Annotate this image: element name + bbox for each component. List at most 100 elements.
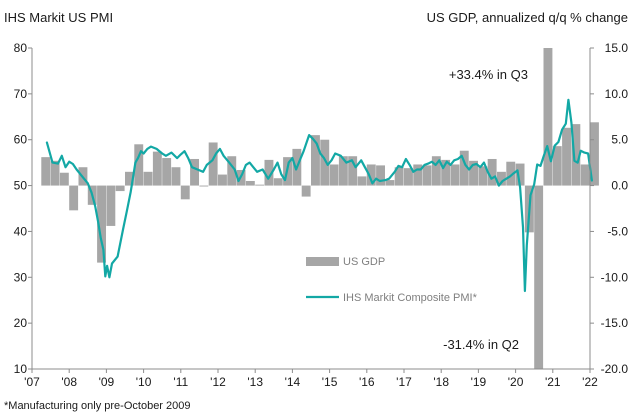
gdp-bar bbox=[41, 157, 51, 186]
gdp-bar bbox=[199, 185, 209, 187]
right-tick-label: -10.0 bbox=[601, 270, 629, 284]
gdp-bar bbox=[190, 158, 199, 186]
x-tick-label: '11 bbox=[173, 375, 188, 389]
gdp-bar bbox=[50, 160, 60, 186]
gdp-bar bbox=[134, 144, 144, 186]
tick-labels: 10 20 30 40 50 60 70 80 15.0 10.0 5.0 0.0 -5.0 -10.0 -… bbox=[14, 41, 629, 389]
x-tick-label: '22 bbox=[582, 375, 598, 389]
legend-bar-label: US GDP bbox=[343, 256, 385, 268]
legend-line-label: IHS Markit Composite PMI* bbox=[343, 292, 478, 304]
gdp-bar bbox=[125, 171, 134, 186]
x-tick-label: '16 bbox=[359, 375, 375, 389]
gdp-bar bbox=[562, 127, 571, 186]
left-tick-label: 80 bbox=[14, 41, 28, 55]
gdp-bar bbox=[469, 160, 478, 186]
gdp-bar bbox=[385, 180, 395, 186]
gdp-bar bbox=[590, 122, 599, 186]
gdp-bar bbox=[245, 180, 255, 186]
gdp-bar bbox=[208, 142, 218, 186]
annotations: +33.4% in Q3 -31.4% in Q2 bbox=[443, 67, 528, 352]
gdp-bar bbox=[143, 171, 153, 186]
pmi-line-group bbox=[45, 98, 594, 293]
x-tick-label: '15 bbox=[322, 375, 338, 389]
right-tick-label: -20.0 bbox=[601, 362, 629, 376]
gdp-bar bbox=[571, 124, 581, 186]
x-tick-label: '20 bbox=[508, 375, 524, 389]
x-tick-label: '17 bbox=[396, 375, 412, 389]
legend-bar-swatch bbox=[306, 257, 339, 266]
gdp-bar bbox=[543, 48, 553, 186]
gdp-bar bbox=[580, 164, 590, 186]
gdp-bar bbox=[376, 165, 385, 186]
gdp-bar bbox=[301, 185, 311, 197]
right-tick-label: -15.0 bbox=[601, 316, 629, 330]
gdp-bar bbox=[106, 185, 116, 226]
left-tick-label: 50 bbox=[14, 179, 28, 193]
right-tick-label: 5.0 bbox=[611, 133, 628, 147]
gdp-bar bbox=[357, 176, 367, 186]
gdp-bar bbox=[338, 156, 348, 186]
gdp-bar bbox=[162, 158, 172, 186]
gdp-bar bbox=[320, 139, 330, 186]
gdp-bar bbox=[59, 172, 69, 186]
gdp-bars bbox=[41, 48, 599, 369]
gdp-bar bbox=[441, 159, 451, 186]
footnote: *Manufacturing only pre-October 2009 bbox=[4, 400, 191, 412]
right-axis-title: US GDP, annualized q/q % change bbox=[426, 10, 628, 25]
annotation-q2: -31.4% in Q2 bbox=[443, 337, 519, 352]
gdp-bar bbox=[171, 167, 181, 186]
gdp-bar bbox=[506, 161, 516, 186]
x-tick-label: '18 bbox=[433, 375, 449, 389]
gdp-bar bbox=[227, 156, 237, 186]
left-tick-label: 60 bbox=[14, 133, 28, 147]
x-tick-label: '12 bbox=[210, 375, 226, 389]
x-tick-label: '10 bbox=[136, 375, 152, 389]
gdp-bar bbox=[115, 185, 125, 192]
gdp-bar bbox=[422, 165, 432, 186]
gdp-bar bbox=[329, 164, 339, 186]
gdp-bar bbox=[450, 164, 460, 186]
gdp-bar bbox=[69, 185, 79, 211]
gdp-bar bbox=[478, 166, 488, 186]
gdp-bar bbox=[497, 171, 506, 186]
x-tick-label: '21 bbox=[545, 375, 561, 389]
gdp-bar bbox=[552, 146, 562, 186]
left-tick-label: 10 bbox=[14, 362, 28, 376]
left-tick-label: 20 bbox=[14, 316, 28, 330]
gdp-bar bbox=[97, 185, 106, 263]
gdp-bar bbox=[394, 167, 404, 186]
left-tick-label: 70 bbox=[14, 87, 28, 101]
gdp-bar bbox=[180, 185, 190, 200]
right-tick-label: -5.0 bbox=[607, 224, 628, 238]
annotation-q3: +33.4% in Q3 bbox=[449, 67, 528, 82]
x-tick-label: '13 bbox=[247, 375, 263, 389]
pmi-line bbox=[45, 98, 594, 293]
gdp-bar bbox=[487, 158, 497, 186]
gdp-bar bbox=[413, 164, 423, 186]
right-tick-label: 0.0 bbox=[611, 179, 628, 193]
x-tick-label: '09 bbox=[99, 375, 115, 389]
left-tick-label: 40 bbox=[14, 224, 28, 238]
axes bbox=[28, 47, 594, 373]
gdp-bar bbox=[366, 164, 376, 186]
gdp-bar bbox=[534, 185, 544, 369]
gdp-bar bbox=[459, 150, 469, 186]
gdp-bar bbox=[273, 178, 283, 186]
gdp-bar bbox=[404, 168, 413, 186]
gdp-bar bbox=[255, 184, 265, 186]
gdp-bar bbox=[311, 135, 320, 186]
x-tick-label: '19 bbox=[471, 375, 487, 389]
gdp-bar bbox=[264, 159, 274, 186]
gdp-bar bbox=[152, 151, 162, 186]
gdp-bar bbox=[218, 174, 227, 186]
gdp-bar bbox=[431, 156, 441, 186]
right-tick-label: 10.0 bbox=[605, 87, 629, 101]
gdp-bar bbox=[515, 163, 525, 186]
legend: US GDP IHS Markit Composite PMI* bbox=[306, 256, 478, 304]
x-tick-label: '08 bbox=[61, 375, 77, 389]
x-tick-label: '14 bbox=[285, 375, 301, 389]
gdp-bar bbox=[348, 156, 358, 186]
left-tick-label: 30 bbox=[14, 270, 28, 284]
x-tick-label: '07 bbox=[24, 375, 40, 389]
